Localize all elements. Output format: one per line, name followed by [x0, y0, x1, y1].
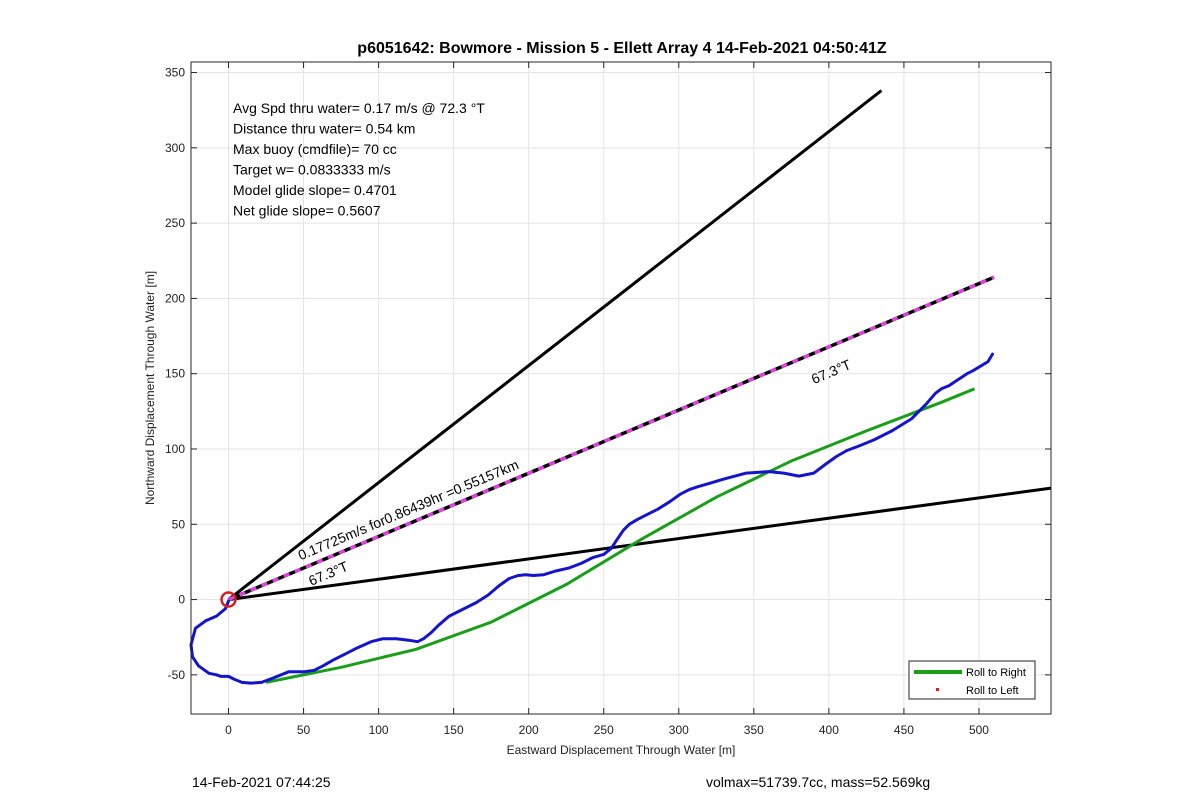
y-tick-label: 150	[165, 367, 185, 381]
x-tick-label: 350	[744, 723, 764, 737]
plot-area	[191, 62, 1051, 714]
x-tick-label: 450	[894, 723, 914, 737]
origin-marker	[220, 591, 237, 608]
stats-line: Distance thru water= 0.54 km	[233, 121, 415, 137]
grid	[191, 62, 1051, 714]
legend: Roll to Right Roll to Left	[908, 660, 1036, 700]
x-axis-label: Eastward Displacement Through Water [m]	[507, 743, 736, 757]
x-tick-label: 300	[669, 723, 689, 737]
x-tick-label: 100	[369, 723, 389, 737]
y-tick-label: 200	[165, 291, 185, 305]
x-tick-label: 400	[819, 723, 839, 737]
glider-track	[189, 352, 994, 685]
footer-info: volmax=51739.7cc, mass=52.569kg	[706, 774, 930, 790]
stats-annotations: Avg Spd thru water= 0.17 m/s @ 72.3 °T Di…	[233, 100, 485, 219]
footer-timestamp: 14-Feb-2021 07:44:25	[192, 774, 331, 790]
series-layer	[189, 89, 1052, 685]
y-tick-label: -50	[168, 668, 186, 682]
stats-line: Net glide slope= 0.5607	[233, 203, 381, 219]
stats-line: Model glide slope= 0.4701	[233, 182, 397, 198]
legend-label-roll-left: Roll to Left	[966, 685, 1019, 697]
y-axis-label: Northward Displacement Through Water [m]	[143, 271, 157, 505]
x-tick-label: 250	[594, 723, 614, 737]
legend-label-roll-right: Roll to Right	[966, 667, 1026, 679]
stats-line: Max buoy (cmdfile)= 70 cc	[233, 141, 397, 157]
heading-line-lower	[228, 486, 1052, 602]
roll-to-right-line	[265, 387, 976, 684]
legend-box	[908, 660, 1036, 700]
stats-line: Target w= 0.0833333 m/s	[233, 162, 391, 178]
stats-line: Avg Spd thru water= 0.17 m/s @ 72.3 °T	[233, 100, 485, 116]
x-tick-label: 150	[444, 723, 464, 737]
net-displacement-line	[227, 275, 995, 602]
y-tick-label: 0	[178, 593, 185, 607]
y-tick-label: 100	[165, 442, 185, 456]
y-tick-label: 350	[165, 66, 185, 80]
x-tick-label: 500	[969, 723, 989, 737]
x-tick-label: 50	[297, 723, 311, 737]
y-tick-label: 250	[165, 216, 185, 230]
y-tick-label: 50	[172, 517, 186, 531]
x-tick-label: 200	[519, 723, 539, 737]
legend-swatch-roll-left	[936, 688, 939, 691]
plot-frame	[190, 61, 1052, 715]
heading-line-upper	[227, 89, 883, 601]
axis-ticks: 0 50 100 150 200 250 300 350 400 450 500 -50 0 50 100 1…	[165, 62, 1051, 737]
x-tick-label: 0	[225, 723, 232, 737]
chart-title: p6051642: Bowmore - Mission 5 - Ellett A…	[357, 40, 887, 57]
y-tick-label: 300	[165, 141, 185, 155]
